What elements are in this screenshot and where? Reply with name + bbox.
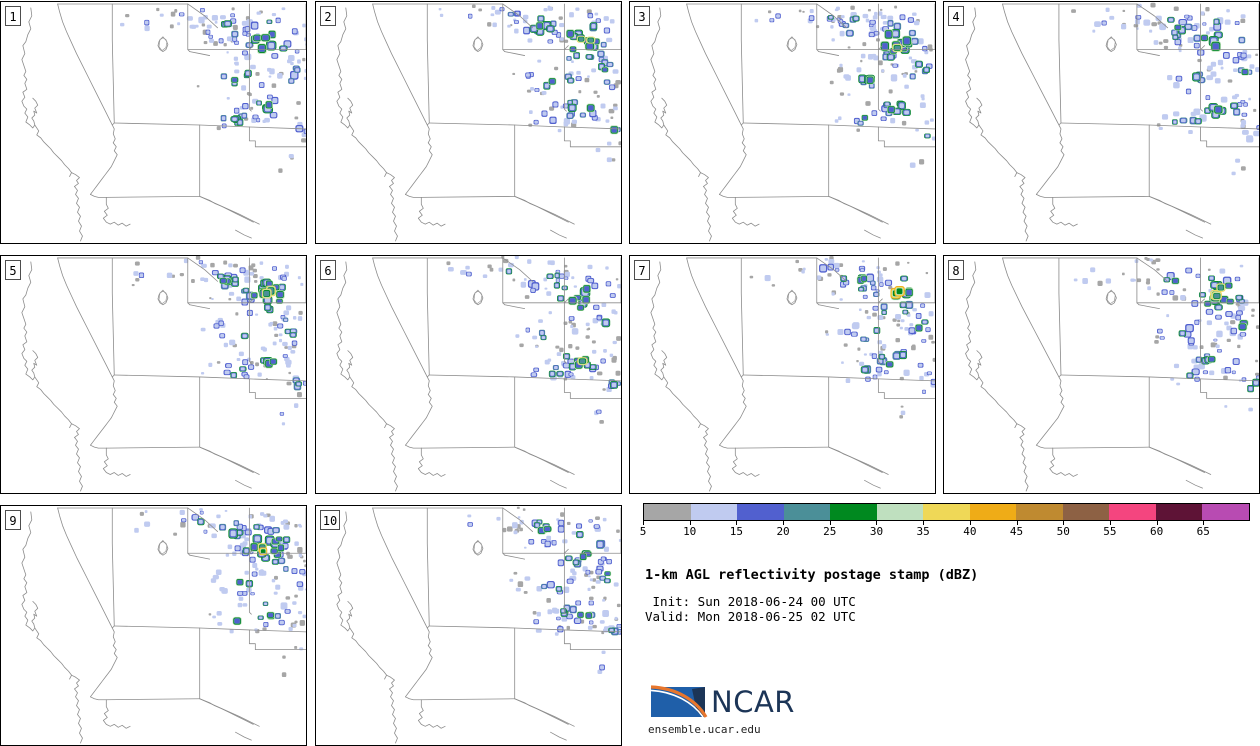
colorbar-tick-mark — [783, 521, 785, 525]
colorbar-tick-mark — [1016, 521, 1018, 525]
postage-stamp-panel-4[interactable]: 4 — [943, 1, 1260, 244]
reflectivity-map — [944, 256, 1259, 493]
colorbar-tick-mark — [689, 521, 691, 525]
page-title: 1-km AGL reflectivity postage stamp (dBZ… — [645, 567, 979, 583]
colorbar-tick-labels: 5 10 15 20 25 30 35 40 45 50 55 60 65 — [639, 521, 1250, 541]
postage-stamp-panel-5[interactable]: 5 — [0, 255, 307, 494]
reflectivity-map — [1, 2, 306, 243]
colorbar-swatch-10-15 — [690, 504, 738, 520]
reflectivity-map — [944, 2, 1259, 243]
colorbar-swatch-45-50 — [1016, 504, 1063, 520]
colorbar-tick-label: 15 — [729, 525, 743, 538]
colorbar-tick-label: 65 — [1196, 525, 1210, 538]
reflectivity-map — [1, 506, 306, 745]
colorbar-tick-mark — [1156, 521, 1158, 525]
colorbar-tick-mark — [736, 521, 738, 525]
reflectivity-map — [316, 256, 621, 493]
panel-number-badge: 7 — [634, 260, 650, 280]
colorbar-tick-mark — [1109, 521, 1111, 525]
colorbar-swatch-40-45 — [969, 504, 1017, 520]
postage-stamp-panel-9[interactable]: 9 — [0, 505, 307, 746]
postage-stamp-panel-3[interactable]: 3 — [629, 1, 936, 244]
colorbar-swatch-15-20 — [737, 504, 784, 520]
colorbar-swatches[interactable] — [643, 503, 1250, 521]
colorbar-swatch-65-70 — [1202, 504, 1249, 520]
colorbar-tick-mark — [1063, 521, 1065, 525]
colorbar-swatch-30-35 — [876, 504, 924, 520]
postage-stamp-panel-2[interactable]: 2 — [315, 1, 622, 244]
reflectivity-map — [316, 506, 621, 745]
colorbar-tick-mark — [829, 521, 831, 525]
caption-block: 1-km AGL reflectivity postage stamp (dBZ… — [645, 567, 978, 624]
reflectivity-map — [1, 256, 306, 493]
colorbar-tick-label: 60 — [1149, 525, 1164, 538]
panel-number-badge: 6 — [320, 260, 336, 280]
panel-number-badge: 2 — [320, 6, 336, 26]
colorbar-tick-label: 10 — [683, 525, 697, 538]
colorbar: 5 10 15 20 25 30 35 40 45 50 55 60 65 — [639, 503, 1250, 543]
panel-number-badge: 5 — [5, 260, 21, 280]
panel-number-badge: 1 — [5, 6, 21, 26]
colorbar-tick-mark — [643, 521, 644, 525]
colorbar-tick-mark — [923, 521, 925, 525]
postage-stamp-panel-1[interactable]: 1 — [0, 1, 307, 244]
colorbar-tick-label: 20 — [776, 525, 790, 538]
init-time-line: Init: Sun 2018-06-24 00 UTC — [645, 594, 856, 609]
panel-number-badge: 8 — [948, 260, 964, 280]
valid-time-line: Valid: Mon 2018-06-25 02 UTC — [645, 609, 856, 624]
ncar-logo-mark: NCAR — [650, 685, 795, 719]
postage-stamp-panel-7[interactable]: 7 — [629, 255, 936, 494]
ncar-logo[interactable]: NCAR ensemble.ucar.edu — [648, 678, 798, 736]
colorbar-swatch-20-25 — [783, 504, 831, 520]
panel-number-badge: 4 — [948, 6, 964, 26]
panel-number-badge: 9 — [5, 510, 21, 530]
colorbar-tick-mark — [876, 521, 878, 525]
colorbar-tick-label: 55 — [1103, 525, 1117, 538]
reflectivity-map — [630, 2, 935, 243]
colorbar-swatch-50-55 — [1062, 504, 1110, 520]
colorbar-tick-label: 30 — [869, 525, 884, 538]
colorbar-tick-label: 45 — [1009, 525, 1024, 538]
colorbar-swatch-25-30 — [830, 504, 877, 520]
colorbar-tick-mark — [969, 521, 971, 525]
svg-text:NCAR: NCAR — [711, 685, 795, 719]
panel-number-badge: 10 — [320, 510, 340, 530]
colorbar-swatch-55-60 — [1109, 504, 1156, 520]
postage-stamp-panel-8[interactable]: 8 — [943, 255, 1260, 494]
reflectivity-map — [316, 2, 621, 243]
colorbar-tick-mark — [1203, 521, 1205, 525]
panel-number-badge: 3 — [634, 6, 650, 26]
logo-url-text[interactable]: ensemble.ucar.edu — [648, 723, 761, 736]
postage-stamp-panel-6[interactable]: 6 — [315, 255, 622, 494]
colorbar-swatch-35-40 — [923, 504, 970, 520]
postage-stamp-panel-10[interactable]: 10 — [315, 505, 622, 746]
colorbar-tick-label: 35 — [916, 525, 930, 538]
colorbar-tick-label: 50 — [1056, 525, 1070, 538]
colorbar-swatch-5-10 — [644, 504, 691, 520]
colorbar-tick-label: 25 — [823, 525, 837, 538]
reflectivity-map — [630, 256, 935, 493]
colorbar-tick-label: 5 — [639, 525, 647, 538]
colorbar-tick-label: 40 — [963, 525, 977, 538]
colorbar-swatch-60-65 — [1155, 504, 1203, 520]
